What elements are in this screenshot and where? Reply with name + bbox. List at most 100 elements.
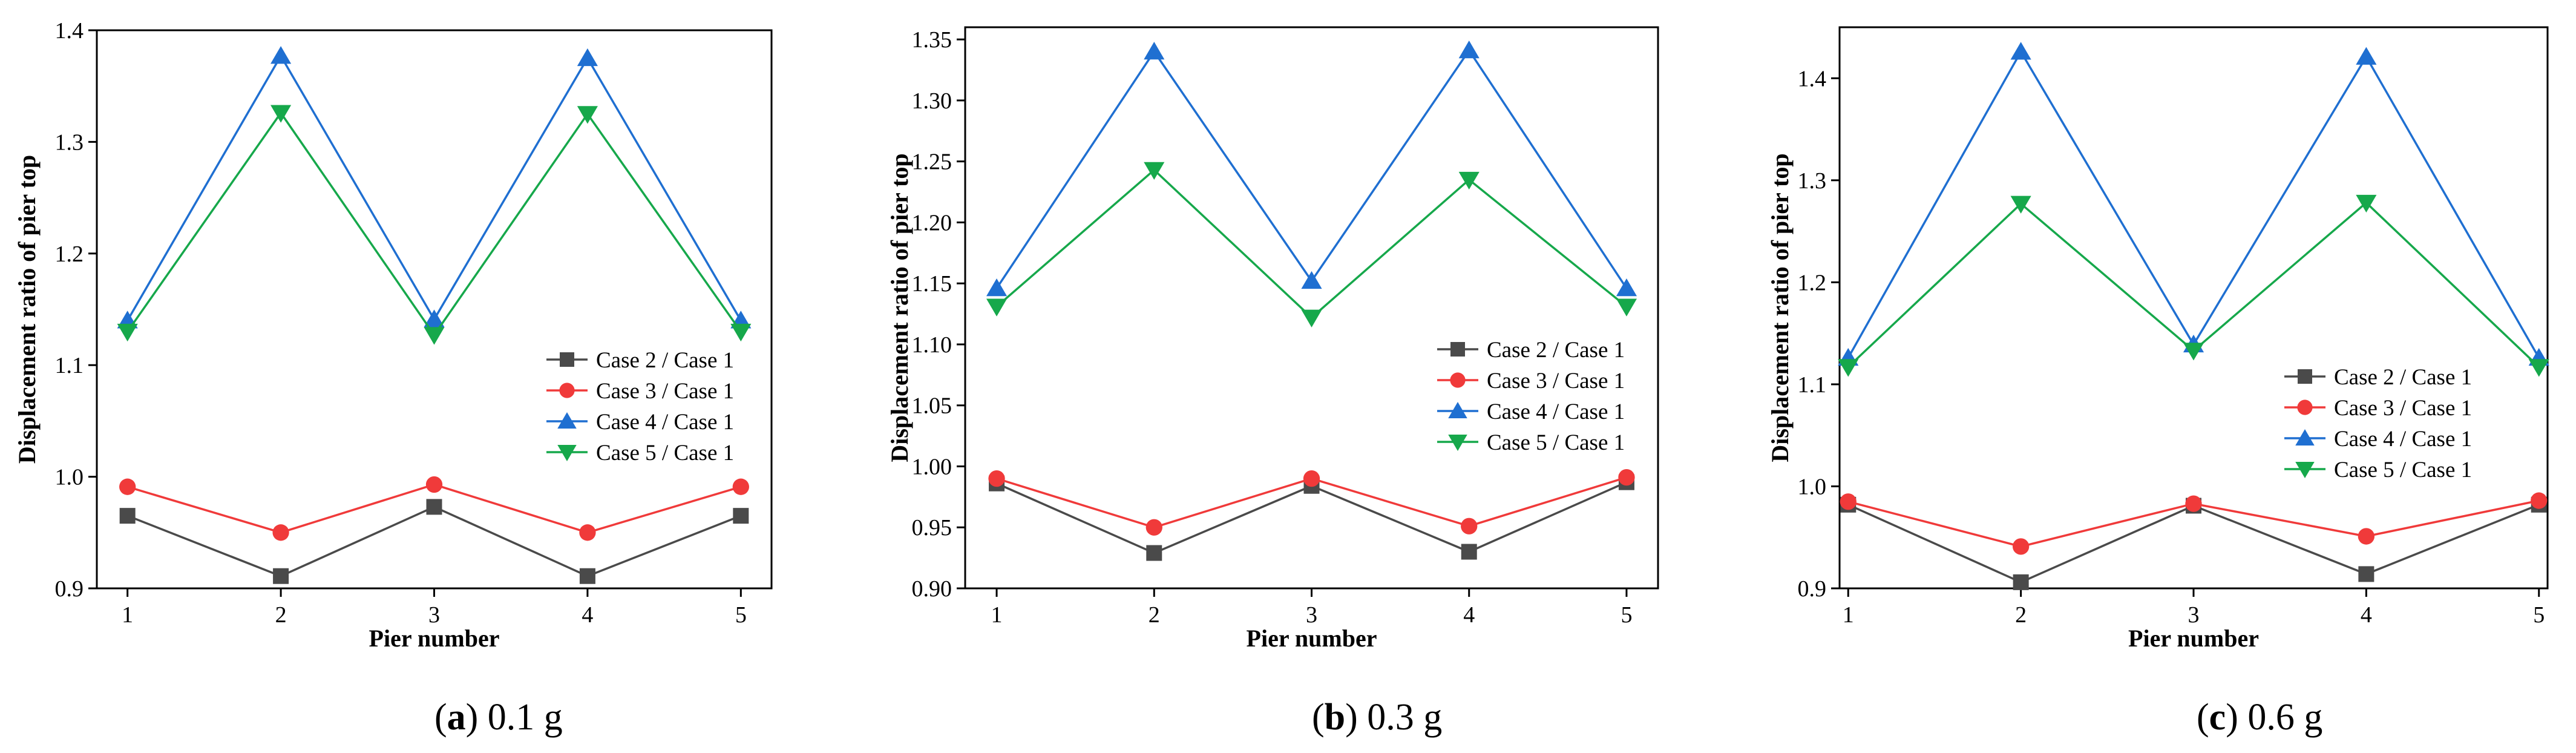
legend-label: Case 2 / Case 1 (596, 348, 734, 373)
legend-marker (560, 352, 574, 367)
x-tick-label: 5 (2533, 602, 2545, 628)
legend-marker (557, 445, 577, 461)
y-tick-label: 1.3 (55, 130, 84, 155)
data-point (426, 499, 442, 515)
legend-marker (1448, 402, 1467, 418)
legend-label: Case 2 / Case 1 (1487, 338, 1625, 363)
y-tick-label: 1.1 (55, 353, 84, 378)
y-tick-label: 1.25 (912, 150, 952, 175)
data-point (988, 470, 1005, 487)
y-tick-label: 1.2 (55, 242, 84, 267)
caption-letter: a (447, 697, 466, 738)
data-point (1458, 171, 1480, 190)
series-line-5 (995, 168, 1628, 319)
y-tick-label: 0.9 (1798, 576, 1827, 602)
data-point (272, 524, 289, 541)
data-point (1838, 359, 1859, 377)
data-point (2358, 566, 2374, 582)
legend-label: Case 4 / Case 1 (1487, 400, 1625, 424)
y-tick-label: 1.10 (912, 332, 952, 358)
x-axis-title: Pier number (1247, 625, 1377, 652)
data-point (273, 568, 289, 584)
data-point (119, 508, 136, 524)
data-point (1461, 518, 1478, 534)
data-point (2010, 196, 2031, 214)
y-tick-label: 1.30 (912, 88, 952, 114)
data-point (1303, 470, 1320, 487)
data-point (579, 568, 595, 584)
x-axis-title: Pier number (369, 625, 500, 652)
y-tick-label: 1.1 (1798, 372, 1827, 398)
x-tick-label: 1 (991, 602, 1003, 628)
data-point (270, 46, 292, 64)
chart-panel-a: 0.9 1.0 1.1 1.2 1.3 1.4 1 2 3 4 5 Pier number Displa… (13, 18, 773, 738)
data-point (2528, 359, 2549, 377)
y-tick-label: 1.00 (912, 454, 952, 479)
y-tick-label: 1.0 (1798, 474, 1827, 499)
chart-panel-b: 0.90 0.95 1.00 1.05 1.10 1.15 1.20 1.25 1.30 1.35… (886, 26, 1659, 738)
series-line-5 (126, 111, 742, 337)
y-tick-label: 1.0 (55, 465, 84, 490)
series-line-4 (1847, 49, 2540, 358)
y-tick-label: 1.4 (55, 18, 84, 44)
data-point (733, 508, 749, 524)
x-tick-label: 1 (1843, 602, 1854, 628)
legend-marker (559, 383, 575, 398)
data-point (1145, 519, 1162, 536)
y-tick-label: 1.20 (912, 210, 952, 235)
legend-label: Case 5 / Case 1 (596, 441, 734, 465)
y-axis-title: Displacement ratio of pier top (886, 153, 913, 462)
panel-caption: (c) 0.6 g (2197, 697, 2322, 738)
series-line-2 (127, 505, 741, 577)
data-point (119, 478, 136, 495)
y-tick-label: 1.3 (1798, 168, 1827, 194)
panel-caption: (a) 0.1 g (434, 697, 563, 738)
legend-label: Case 4 / Case 1 (596, 410, 734, 435)
series-line-4 (995, 48, 1628, 289)
y-tick-label: 1.2 (1798, 270, 1827, 295)
legend-marker (557, 412, 577, 429)
legend-label: Case 3 / Case 1 (596, 379, 734, 404)
data-point (2358, 528, 2375, 545)
series-line-2 (1847, 504, 2540, 584)
x-tick-label: 3 (428, 602, 440, 628)
x-tick-label: 2 (275, 602, 287, 628)
data-point (1301, 309, 1322, 327)
data-point (1144, 42, 1165, 60)
legend-label: Case 2 / Case 1 (2334, 365, 2472, 390)
x-tick-label: 4 (2361, 602, 2372, 628)
legend-label: Case 4 / Case 1 (2334, 427, 2472, 452)
data-point (986, 298, 1008, 317)
data-point (1461, 544, 1477, 560)
data-point (270, 105, 292, 123)
data-point (732, 478, 749, 495)
y-tick-label: 0.95 (912, 515, 952, 541)
x-tick-label: 2 (2015, 602, 2027, 628)
legend-marker (2295, 429, 2315, 446)
y-tick-label: 1.15 (912, 271, 952, 297)
legend-label: Case 5 / Case 1 (1487, 430, 1625, 455)
data-point (2013, 574, 2029, 590)
data-point (2185, 495, 2202, 512)
data-point (2012, 538, 2030, 555)
data-point (2010, 42, 2031, 60)
legend-marker (1450, 372, 1466, 388)
legend-label: Case 3 / Case 1 (2334, 396, 2472, 421)
panel-caption: (b) 0.3 g (1312, 697, 1442, 738)
y-tick-label: 1.05 (912, 393, 952, 419)
data-point (2183, 343, 2204, 361)
legend-marker (1450, 342, 1465, 357)
data-point (986, 278, 1008, 297)
data-point (1616, 278, 1637, 297)
data-point (117, 323, 138, 342)
data-point (1616, 298, 1637, 317)
chart-panel-c: 0.9 1.0 1.1 1.2 1.3 1.4 1 2 3 4 5 Pier number Displa… (1766, 26, 2549, 738)
y-axis-title: Displacement ratio of pier top (13, 155, 41, 464)
legend-marker (1448, 435, 1467, 451)
legend-label: Case 5 / Case 1 (2334, 458, 2472, 482)
data-point (1618, 469, 1635, 486)
caption-letter: c (2209, 697, 2226, 738)
x-tick-label: 4 (1463, 602, 1475, 628)
data-point (1144, 162, 1165, 180)
